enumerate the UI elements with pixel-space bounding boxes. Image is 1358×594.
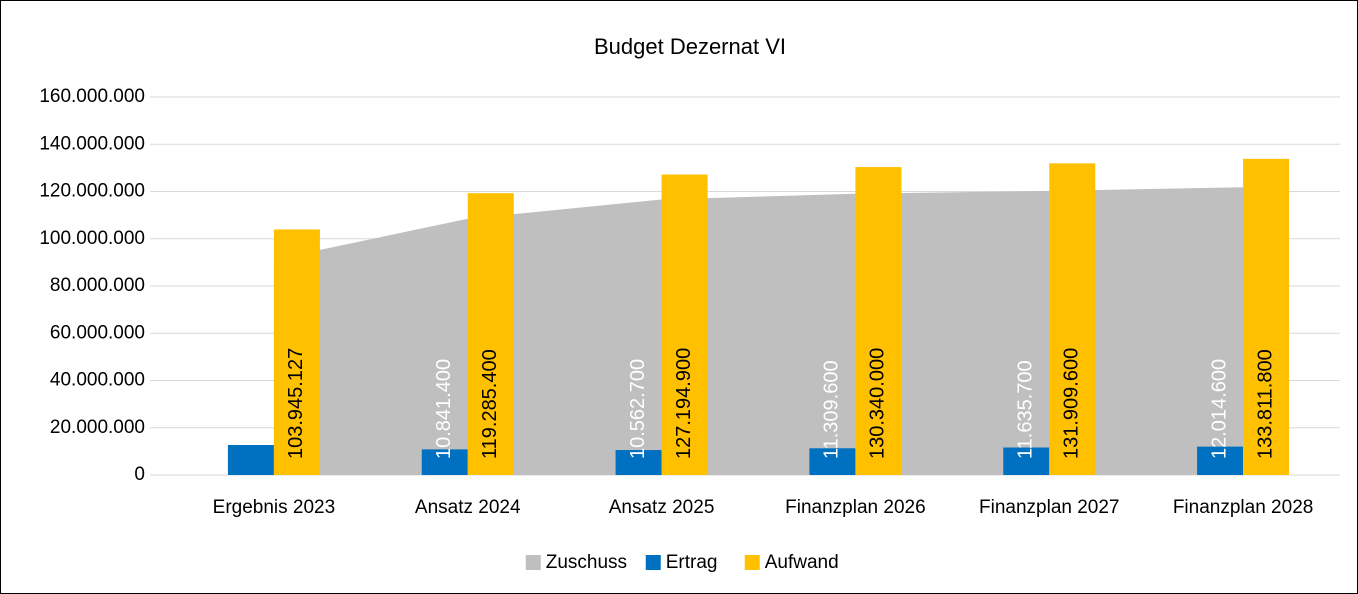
bar (1197, 446, 1244, 475)
data-label: 11.309.600 (821, 360, 843, 459)
area (273, 187, 1244, 475)
data-label: 103.945.127 (285, 348, 307, 459)
x-tick-label: Ansatz 2024 (415, 497, 521, 518)
bar (661, 174, 708, 475)
bar (615, 450, 662, 475)
bar (467, 193, 514, 476)
data-label: 119.285.400 (479, 349, 501, 459)
y-tick-label: 100.000.000 (39, 228, 145, 249)
data-label: 127.194.900 (673, 348, 695, 459)
data-label: 130.340.000 (867, 348, 889, 459)
y-tick-label: 60.000.000 (50, 322, 145, 343)
legend-swatch (744, 555, 760, 570)
x-tick-label: Finanzplan 2028 (1173, 497, 1314, 518)
bar (809, 448, 856, 475)
x-tick-label: Finanzplan 2027 (979, 497, 1120, 518)
chart-title: Budget Dezernat VI (594, 34, 786, 59)
data-label: 10.841.400 (433, 359, 455, 459)
y-tick-label: 140.000.000 (39, 133, 145, 154)
y-tick-label: 160.000.000 (39, 86, 145, 107)
legend-label: Aufwand (765, 552, 839, 573)
bar (1243, 158, 1290, 475)
x-tick-label: Finanzplan 2026 (785, 497, 926, 518)
y-tick-label: 80.000.000 (50, 275, 145, 296)
data-label: 133.811.800 (1254, 349, 1276, 459)
data-label: 12.014.600 (1208, 359, 1230, 459)
bar (1049, 163, 1096, 475)
legend-swatch (525, 555, 541, 570)
bar (1003, 447, 1050, 475)
y-tick-label: 120.000.000 (39, 181, 145, 202)
x-tick-label: Ergebnis 2023 (213, 497, 336, 518)
bar (227, 444, 274, 475)
y-tick-label: 40.000.000 (50, 370, 145, 391)
bar (421, 449, 468, 475)
legend-label: Ertrag (666, 552, 718, 573)
data-label: 131.909.600 (1061, 348, 1083, 459)
legend-label: Zuschuss (546, 552, 627, 573)
x-tick-label: Ansatz 2025 (609, 497, 715, 518)
y-tick-label: 0 (134, 464, 145, 485)
data-label: 11.635.700 (1015, 360, 1037, 459)
bar (273, 229, 320, 475)
legend-swatch (645, 555, 661, 570)
bar (855, 167, 902, 475)
data-label: 10.562.700 (627, 359, 649, 459)
y-tick-label: 20.000.000 (50, 417, 145, 438)
